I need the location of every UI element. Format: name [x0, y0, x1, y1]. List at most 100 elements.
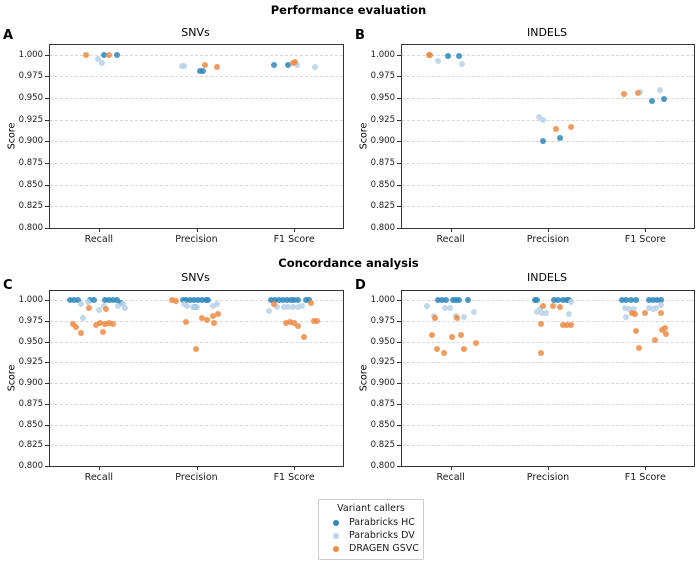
- y-tick-mark: [397, 162, 401, 164]
- data-point: [99, 59, 106, 66]
- data-point: [115, 302, 122, 309]
- panel-d-title: INDELS: [526, 271, 567, 284]
- gridline: [402, 320, 694, 322]
- y-tick-label: 0.825: [18, 201, 43, 212]
- gridline: [402, 97, 694, 99]
- data-point: [564, 322, 571, 329]
- y-tick-label: 0.875: [370, 398, 395, 409]
- data-point: [623, 313, 630, 320]
- data-point: [446, 304, 453, 311]
- data-point: [428, 332, 435, 339]
- data-point: [102, 320, 109, 327]
- y-tick-label: 0.950: [18, 92, 43, 103]
- data-point: [628, 297, 635, 304]
- data-point: [568, 322, 575, 329]
- y-tick-mark: [45, 403, 49, 405]
- data-point: [280, 303, 287, 310]
- data-point: [533, 297, 540, 304]
- x-tick-mark: [645, 466, 647, 470]
- x-tick-mark: [450, 228, 452, 232]
- y-tick-label: 0.925: [18, 114, 43, 125]
- data-point: [271, 62, 278, 69]
- y-tick-mark: [45, 141, 49, 143]
- data-point: [183, 297, 189, 304]
- data-point: [557, 304, 563, 311]
- data-point: [106, 319, 113, 326]
- y-tick-mark: [45, 341, 49, 343]
- data-point: [173, 297, 179, 304]
- data-point: [194, 303, 200, 310]
- y-tick-label: 0.900: [18, 378, 43, 389]
- y-tick-label: 0.800: [370, 223, 395, 233]
- data-point: [102, 297, 109, 304]
- data-point: [658, 310, 665, 317]
- data-point: [650, 297, 657, 304]
- y-tick-label: 0.950: [370, 92, 395, 103]
- data-point: [634, 89, 641, 96]
- gridline: [50, 341, 343, 343]
- panel-a-ylabel: Score: [6, 122, 18, 150]
- data-point: [658, 301, 665, 308]
- data-point: [187, 297, 193, 304]
- data-point: [78, 301, 85, 308]
- data-point: [565, 310, 572, 317]
- gridline: [50, 403, 343, 405]
- data-point: [460, 345, 467, 352]
- x-tick-mark: [548, 466, 549, 470]
- data-point: [441, 305, 448, 312]
- legend-item-dragen-gsvc: DRAGEN GSVC: [325, 542, 419, 555]
- data-point: [183, 318, 189, 325]
- data-point: [294, 297, 301, 304]
- data-point: [67, 297, 74, 304]
- x-tick-label: Precision: [526, 234, 570, 245]
- y-tick-mark: [397, 76, 401, 78]
- data-point: [560, 322, 567, 329]
- data-point: [448, 334, 455, 341]
- data-point: [633, 328, 640, 335]
- panel-c-title: SNVs: [181, 271, 210, 284]
- x-tick-label: Recall: [436, 234, 465, 245]
- x-tick-label: F1 Score: [624, 472, 666, 483]
- data-point: [83, 51, 90, 58]
- x-tick-mark: [196, 228, 198, 232]
- variant-callers-legend: Variant callers Parabricks HC Parabricks…: [318, 499, 424, 560]
- data-point: [307, 300, 314, 307]
- data-point: [540, 138, 546, 145]
- y-tick-mark: [45, 184, 49, 186]
- gridline: [50, 320, 343, 322]
- data-point: [305, 297, 312, 304]
- gridline: [402, 445, 694, 447]
- data-point: [199, 314, 205, 321]
- data-point: [289, 303, 296, 310]
- data-point: [101, 51, 108, 58]
- data-point: [169, 297, 175, 304]
- y-tick-label: 0.900: [370, 136, 395, 147]
- x-tick-label: Recall: [436, 472, 465, 483]
- data-point: [290, 297, 297, 304]
- data-point: [273, 304, 280, 311]
- data-point: [313, 317, 320, 324]
- y-tick-label: 0.875: [18, 157, 43, 168]
- data-point: [291, 58, 298, 65]
- y-tick-label: 0.825: [370, 440, 395, 451]
- data-point: [180, 62, 187, 69]
- x-tick-label: Recall: [84, 472, 113, 483]
- y-tick-mark: [397, 403, 401, 405]
- y-tick-mark: [45, 320, 49, 322]
- data-point: [472, 340, 479, 347]
- data-point: [653, 305, 660, 312]
- y-tick-mark: [397, 228, 401, 229]
- gridline: [50, 141, 343, 143]
- data-point: [190, 303, 196, 310]
- data-point: [550, 297, 557, 304]
- data-point: [438, 297, 445, 304]
- panel-a-letter: A: [3, 28, 14, 43]
- performance-evaluation-title: Performance evaluation: [270, 3, 427, 17]
- y-tick-label: 0.850: [18, 419, 43, 430]
- panel-c-plot-area: 1.000 0.975 0.950 0.925 0.900 0.875 0.850 0.825…: [19, 290, 344, 483]
- x-tick-label: Precision: [526, 472, 570, 483]
- data-point: [440, 349, 447, 356]
- data-point: [568, 124, 575, 131]
- legend-label: Parabricks HC: [349, 517, 415, 528]
- data-point: [75, 297, 82, 304]
